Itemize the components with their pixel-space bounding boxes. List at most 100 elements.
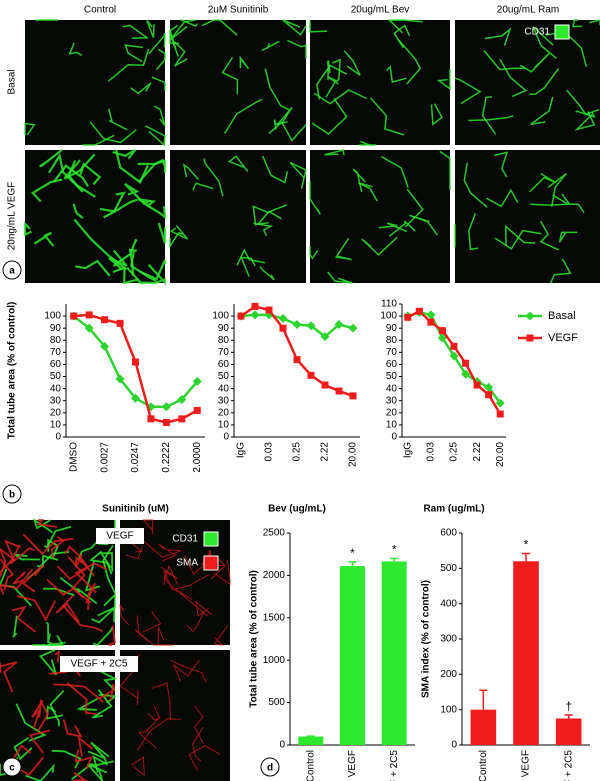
vessel bbox=[574, 111, 596, 131]
vessel bbox=[75, 259, 111, 277]
vessel bbox=[385, 65, 407, 83]
vessel bbox=[227, 155, 249, 172]
y-tick-label: 40 bbox=[218, 383, 230, 394]
y-tick-label: 2500 bbox=[263, 528, 286, 539]
vessel bbox=[137, 159, 167, 173]
vessel bbox=[103, 191, 126, 219]
vessel bbox=[0, 547, 16, 578]
y-tick-label: 80 bbox=[50, 335, 62, 346]
x-axis-title: Bev (ug/mL) bbox=[268, 504, 326, 515]
vessel bbox=[50, 536, 66, 558]
point bbox=[335, 387, 343, 395]
vessel bbox=[289, 161, 307, 189]
y-tick-label: 80 bbox=[386, 335, 398, 346]
vessel bbox=[571, 19, 583, 28]
y-axis-title: Total tube area (% of control) bbox=[7, 302, 18, 440]
point bbox=[161, 402, 171, 412]
point bbox=[116, 319, 124, 327]
y-tick-label: 100 bbox=[380, 311, 397, 322]
vessel bbox=[169, 659, 207, 684]
vessel bbox=[147, 705, 160, 721]
vessel bbox=[119, 604, 130, 626]
vessel bbox=[66, 682, 97, 715]
point bbox=[438, 327, 446, 335]
y-tick-label: 30 bbox=[218, 395, 230, 406]
vessel bbox=[389, 220, 416, 237]
micrograph bbox=[455, 150, 600, 283]
y-tick-label: 20 bbox=[386, 407, 398, 418]
x-tick-label: 0.25 bbox=[449, 442, 460, 462]
x-tick-label: 0.03 bbox=[426, 442, 437, 462]
vessel bbox=[12, 615, 18, 638]
vessel bbox=[16, 595, 56, 622]
point bbox=[251, 302, 259, 310]
point bbox=[449, 351, 459, 361]
vessel bbox=[33, 231, 55, 247]
micrograph bbox=[310, 150, 450, 283]
point bbox=[320, 332, 330, 342]
vessel bbox=[463, 162, 488, 208]
vessel bbox=[32, 517, 54, 534]
vessel bbox=[240, 256, 256, 277]
vessel bbox=[575, 110, 596, 119]
vessel bbox=[75, 554, 84, 568]
x-tick-label: 0.03 bbox=[264, 442, 275, 462]
annotation: * bbox=[392, 543, 397, 557]
vessel bbox=[124, 182, 146, 205]
vessel bbox=[180, 19, 198, 28]
vessel bbox=[157, 222, 167, 244]
point bbox=[495, 398, 505, 408]
vessel bbox=[62, 604, 103, 633]
vessel bbox=[309, 246, 319, 260]
y-tick-label: 0 bbox=[279, 740, 285, 751]
series-line bbox=[240, 305, 354, 398]
vessel bbox=[169, 225, 189, 240]
vessel bbox=[25, 763, 55, 781]
vessel bbox=[131, 756, 145, 777]
vessel bbox=[381, 156, 409, 188]
legend-label: VEGF bbox=[548, 332, 578, 344]
bar bbox=[381, 561, 407, 745]
vessel bbox=[486, 188, 519, 208]
y-tick-label: 0 bbox=[55, 432, 61, 443]
vessel bbox=[151, 76, 166, 91]
point bbox=[404, 313, 412, 321]
vessel bbox=[0, 661, 18, 693]
label-box bbox=[96, 528, 144, 544]
vessel bbox=[53, 164, 89, 187]
vessel bbox=[160, 566, 179, 586]
point bbox=[132, 358, 139, 366]
bar bbox=[298, 736, 324, 745]
y-tick-label: 70 bbox=[50, 347, 62, 358]
vessel bbox=[126, 545, 143, 560]
legend-swatch bbox=[203, 555, 219, 571]
point bbox=[101, 316, 109, 324]
y-tick-label: 100 bbox=[212, 311, 229, 322]
vessel bbox=[264, 68, 290, 111]
y-tick-label: 300 bbox=[440, 634, 457, 645]
vessel bbox=[334, 237, 352, 261]
point bbox=[462, 359, 470, 367]
micrograph bbox=[120, 650, 230, 781]
bar bbox=[340, 566, 365, 745]
vessel bbox=[29, 729, 51, 754]
vessel bbox=[369, 97, 405, 136]
vessel bbox=[128, 248, 137, 276]
x-tick-label: DMSO bbox=[68, 442, 79, 472]
point bbox=[349, 392, 357, 400]
x-tick-label: IgG bbox=[236, 442, 247, 458]
vessel bbox=[46, 578, 84, 599]
y-tick-label: 30 bbox=[50, 395, 62, 406]
annotation: * bbox=[524, 538, 529, 552]
y-tick-label: 0 bbox=[451, 740, 457, 751]
y-tick-label: 10 bbox=[50, 420, 62, 431]
vessel bbox=[282, 19, 307, 36]
point bbox=[265, 306, 273, 314]
micrograph bbox=[25, 20, 165, 145]
vessel bbox=[504, 224, 536, 246]
y-tick-label: 20 bbox=[50, 407, 62, 418]
point bbox=[461, 369, 471, 379]
point bbox=[321, 381, 329, 389]
vessel bbox=[39, 649, 58, 676]
